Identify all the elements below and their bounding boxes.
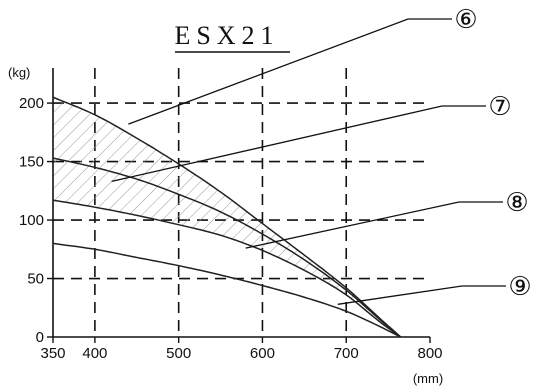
- callout-label-9: ⑨: [508, 271, 531, 301]
- y-tick-label-0: 0: [36, 329, 44, 346]
- series-curve-8: [52, 199, 402, 338]
- y-tick-label-50: 50: [27, 271, 44, 288]
- x-tick-label-400: 400: [82, 345, 107, 362]
- y-tick-label-150: 150: [19, 154, 44, 171]
- series-curve-9: [52, 242, 402, 338]
- callout-label-8: ⑧: [505, 187, 528, 217]
- callout-leader-6: [128, 18, 452, 125]
- hatched-area: [53, 97, 401, 337]
- series-curve-7: [52, 157, 402, 338]
- x-tick-label-700: 700: [334, 345, 359, 362]
- hatched-band: [53, 97, 401, 337]
- tick-labels: 350 400 500 600 700 800 0 50 100 150 200: [19, 95, 443, 362]
- y-tick-label-200: 200: [19, 95, 44, 112]
- y-tick-label-100: 100: [19, 212, 44, 229]
- callout-label-7: ⑦: [488, 91, 511, 121]
- x-axis-label: (mm): [413, 371, 443, 386]
- chart-title: ESX21: [174, 21, 279, 50]
- x-tick-label-500: 500: [166, 345, 191, 362]
- x-tick-label-350: 350: [40, 345, 65, 362]
- callout-leader-7: [111, 105, 486, 183]
- series-curve-6: [52, 96, 402, 338]
- y-axis-label: (kg): [8, 65, 30, 80]
- x-tick-label-600: 600: [250, 345, 275, 362]
- callout-label-6: ⑥: [454, 4, 477, 34]
- axes: [47, 68, 431, 343]
- callout-leader-9: [337, 285, 506, 305]
- callout-leader-8: [245, 201, 503, 249]
- series-curves: [52, 96, 402, 338]
- callouts: ⑥ ⑦ ⑧ ⑨: [111, 4, 532, 305]
- x-tick-label-800: 800: [417, 345, 442, 362]
